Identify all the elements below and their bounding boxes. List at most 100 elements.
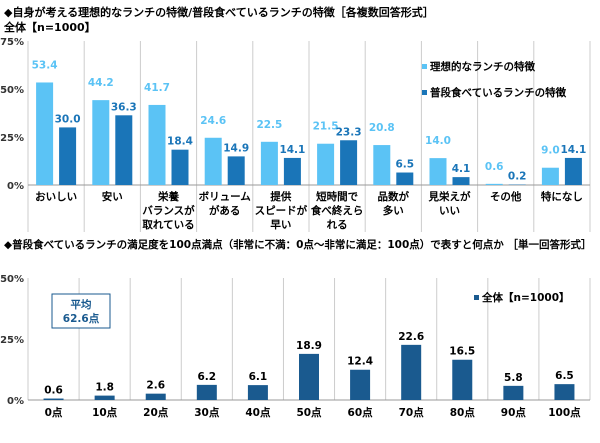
category-label: 60点 — [348, 406, 374, 419]
bar-ideal — [260, 141, 278, 185]
data-label: 6.5 — [555, 370, 574, 382]
legend-swatch — [422, 90, 427, 95]
category-label: 40点 — [245, 406, 271, 419]
data-label: 0.6 — [485, 161, 504, 173]
y-tick-label: 0% — [7, 181, 24, 192]
data-label: 0.6 — [44, 385, 63, 397]
data-label: 22.6 — [398, 331, 424, 343]
data-label: 23.3 — [336, 126, 362, 138]
bar-actual — [227, 156, 245, 185]
category-label: 70点 — [399, 406, 425, 419]
average-box — [51, 293, 111, 329]
category-label: 早い — [270, 219, 291, 231]
category-label: おいしい — [35, 191, 77, 203]
category-label: 0点 — [45, 406, 63, 419]
data-label: 4.1 — [452, 163, 471, 175]
data-label: 6.5 — [395, 159, 414, 171]
data-label: 6.1 — [249, 371, 268, 383]
bar — [196, 384, 217, 400]
category-label: いい — [439, 205, 460, 217]
data-label: 18.9 — [296, 340, 322, 352]
y-tick-label: 25% — [0, 133, 24, 144]
category-label: 多い — [383, 204, 404, 217]
legend-swatch — [422, 64, 427, 69]
data-label: 22.5 — [256, 119, 282, 131]
data-label: 24.6 — [200, 115, 226, 127]
category-label: 短時間で — [316, 190, 358, 203]
category-label: その他 — [490, 190, 522, 203]
y-tick-label: 25% — [0, 335, 24, 346]
bar-ideal — [373, 145, 391, 185]
category-label: スピードが — [255, 204, 308, 217]
data-label: 18.4 — [167, 136, 193, 148]
bar-actual — [283, 157, 301, 185]
bar-ideal — [204, 137, 222, 185]
average-label: 平均 — [71, 298, 92, 311]
category-label: 10点 — [92, 406, 118, 419]
data-label: 44.2 — [88, 77, 114, 89]
bar — [452, 359, 473, 400]
bar — [401, 344, 422, 400]
data-label: 14.9 — [223, 142, 249, 154]
bar-ideal — [36, 82, 54, 185]
bar-ideal — [485, 183, 503, 185]
data-label: 16.5 — [449, 346, 475, 358]
bar-ideal — [541, 167, 559, 185]
data-label: 36.3 — [111, 101, 137, 113]
data-label: 2.6 — [146, 380, 165, 392]
category-label: 栄養 — [157, 190, 179, 203]
legend-label: 全体【n=1000】 — [481, 291, 570, 304]
chart2-title: ◆普段食べているランチの満足度を100点満点（非常に不満：0点～非常に満足：10… — [4, 238, 591, 251]
category-label: 安い — [102, 190, 123, 203]
bar-actual — [171, 149, 189, 185]
category-label: 30点 — [194, 406, 220, 419]
bar — [145, 393, 166, 400]
legend-label: 理想的なランチの特徴 — [430, 60, 535, 73]
y-tick-label: 50% — [0, 85, 24, 96]
data-label: 5.8 — [504, 372, 523, 384]
bar-actual — [396, 172, 414, 185]
y-tick-label: 75% — [0, 37, 24, 48]
data-label: 12.4 — [347, 356, 373, 368]
category-label: バランスが — [142, 204, 195, 217]
bar-actual — [59, 127, 77, 185]
bar — [94, 395, 115, 400]
bar-actual — [564, 157, 582, 185]
bar-ideal — [148, 104, 166, 185]
data-label: 1.8 — [95, 382, 114, 394]
data-label: 0.2 — [508, 171, 527, 183]
category-label: 80点 — [450, 406, 476, 419]
average-label: 62.6点 — [63, 312, 100, 325]
bar-actual — [452, 177, 470, 185]
bar — [554, 384, 575, 400]
category-label: 見栄えが — [428, 190, 471, 203]
category-label: 取れている — [142, 219, 194, 231]
y-tick-label: 0% — [7, 396, 24, 407]
legend-label: 普段食べているランチの特徴 — [430, 86, 567, 99]
data-label: 14.1 — [560, 144, 586, 156]
bar — [247, 385, 268, 400]
category-label: ボリューム — [199, 190, 252, 203]
category-label: 品数が — [378, 190, 410, 203]
data-label: 6.2 — [198, 371, 217, 383]
chart1-subtitle: 全体【n=1000】 — [3, 20, 96, 34]
data-label: 30.0 — [55, 113, 81, 125]
chart1-title: ◆自身が考える理想的なランチの特徴/普段食べているランチの特徴［各複数回答形式］ — [4, 5, 434, 19]
category-label: 特になし — [541, 190, 583, 203]
data-label: 9.0 — [541, 145, 560, 157]
category-label: 食べ終えら — [310, 204, 364, 217]
bar-actual — [340, 140, 358, 185]
bar — [299, 353, 319, 400]
bar-ideal — [317, 143, 335, 185]
data-label: 14.1 — [279, 144, 305, 156]
bar — [350, 369, 371, 400]
data-label: 14.0 — [425, 135, 451, 147]
bar-ideal — [429, 158, 447, 185]
category-label: 100点 — [548, 406, 581, 419]
data-label: 41.7 — [144, 82, 170, 94]
category-label: 50点 — [296, 406, 322, 419]
y-tick-label: 50% — [0, 274, 24, 285]
data-label: 20.8 — [369, 122, 395, 134]
category-label: 提供 — [270, 190, 291, 203]
